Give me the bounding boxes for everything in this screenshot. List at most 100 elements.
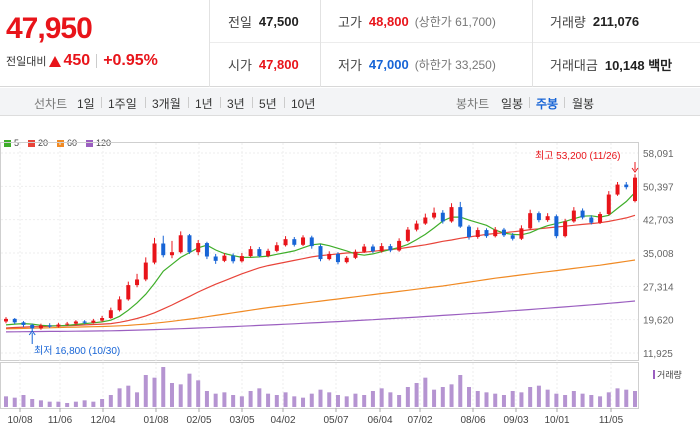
candle-body (458, 207, 463, 227)
volume-bar (292, 396, 297, 407)
stats-row-2: 시가 47,800 저가 47,000 (하한가 33,250) 거래대금 10… (210, 43, 700, 86)
low-label: 저가 (338, 58, 362, 73)
volume-bar (606, 392, 611, 407)
current-price: 47,950 (6, 12, 93, 45)
candle-body (606, 194, 611, 215)
candle-body (589, 217, 594, 223)
candle-body (117, 299, 122, 311)
volume-label: 거래량 (550, 14, 586, 30)
high-label: 고가 (338, 14, 362, 30)
period-1d[interactable]: 1일 (77, 97, 95, 111)
open-label: 시가 (228, 58, 252, 73)
low-annotation: 최저 16,800 (10/30) (34, 345, 120, 357)
y-tick-label: 50,397 (643, 182, 674, 193)
volume-bar (501, 395, 506, 407)
candle-body (335, 253, 340, 263)
x-tick-label: 06/04 (367, 415, 392, 426)
volume-bar (379, 388, 384, 407)
candle-body (501, 229, 506, 236)
ma120-line (5, 300, 636, 333)
volume-bar (73, 401, 78, 407)
volume-bar (309, 393, 314, 407)
divider (252, 97, 253, 108)
volume-legend: 거래량 (657, 369, 682, 380)
y-tick-label: 42,703 (643, 216, 674, 227)
candle-body (598, 214, 603, 223)
volume-bar (4, 396, 8, 407)
volume-bar (169, 383, 174, 407)
period-daily[interactable]: 일봉 (501, 97, 524, 111)
candle-body (309, 237, 314, 247)
stats-divider (320, 0, 321, 87)
candle-body (126, 285, 131, 300)
volume-bar (30, 399, 35, 407)
volume-bar (301, 397, 306, 407)
change-amount: 450 (49, 52, 90, 70)
upper-limit: (상한가 61,700) (414, 14, 496, 29)
change-value: 450 (63, 52, 91, 69)
candle-body (370, 246, 375, 252)
period-10y[interactable]: 10년 (291, 97, 316, 111)
period-5y[interactable]: 5년 (259, 97, 277, 111)
volume-bar (554, 393, 559, 407)
y-tick-label: 19,620 (643, 316, 674, 327)
candle-body (423, 217, 428, 224)
period-bar: 선차트 1일 1주일 3개월 1년 3년 5년 10년 봉차트 일봉 주봉 월봉 (0, 88, 700, 116)
period-3y[interactable]: 3년 (227, 97, 245, 111)
candle-body (135, 279, 140, 286)
candle-body (283, 239, 288, 246)
candle-body (143, 262, 148, 280)
candle-body (73, 321, 78, 324)
ma20-line (5, 214, 636, 329)
volume-bar (257, 388, 262, 407)
period-3m[interactable]: 3개월 (152, 97, 181, 111)
volume-bar (117, 388, 122, 407)
candle-body (484, 230, 489, 237)
candle-body (196, 243, 201, 253)
high-arrow-head (631, 167, 639, 173)
volume-bar (493, 393, 498, 407)
candle-body (449, 207, 454, 222)
line-chart-label: 선차트 (34, 97, 68, 111)
candle-body (21, 322, 26, 325)
volume-bar (152, 377, 157, 407)
volume-bar (100, 399, 105, 407)
quote-header: 47,950 전일대비 450 +0.95% 전일 47,500 고가 48,8… (0, 0, 700, 87)
volume-bar (475, 391, 480, 407)
volume-bar (91, 401, 96, 407)
period-monthly[interactable]: 월봉 (572, 97, 595, 111)
volume-bar (449, 384, 454, 407)
volume-bar (274, 395, 279, 407)
volume-bar (362, 395, 367, 407)
candle-body (362, 246, 367, 252)
high-price: 고가 48,800 (상한가 61,700) (338, 12, 496, 31)
volume-bar (633, 391, 637, 407)
open-value: 47,800 (258, 57, 299, 72)
volume-bar (545, 389, 550, 407)
price-chart[interactable]: 58,091 50,397 42,703 35,008 27,314 19,620 11,9… (0, 116, 700, 448)
candle-body (344, 257, 349, 263)
candle-body (239, 256, 244, 262)
x-tick-label: 08/06 (460, 415, 485, 426)
volume-bar (414, 383, 419, 407)
period-weekly[interactable]: 주봉 (536, 97, 559, 111)
volume: 거래량 211,076 (550, 12, 639, 31)
volume-bar (510, 391, 515, 407)
volume-bar (231, 395, 236, 407)
candle-body (467, 226, 472, 238)
period-1y[interactable]: 1년 (195, 97, 213, 111)
candle-body (414, 223, 419, 230)
divider (145, 97, 146, 108)
period-1w[interactable]: 1주일 (108, 97, 137, 111)
x-tick-label: 04/02 (270, 415, 295, 426)
candle-body (615, 184, 620, 195)
low-price: 저가 47,000 (하한가 33,250) (338, 55, 496, 74)
candle-body (353, 251, 358, 258)
volume-bar (327, 392, 332, 407)
volume-bar (47, 401, 52, 407)
candle-body (82, 321, 87, 323)
x-tick-label: 10/01 (544, 415, 569, 426)
x-tick-label: 12/04 (90, 415, 115, 426)
y-tick-label: 27,314 (643, 282, 674, 293)
volume-bar (126, 385, 131, 407)
